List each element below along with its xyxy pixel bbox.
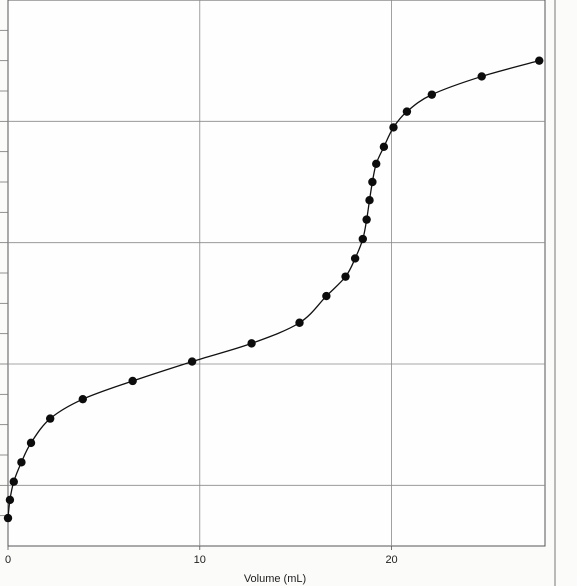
x-tick-labels: 0 10 20 bbox=[5, 554, 398, 566]
data-point-16 bbox=[365, 196, 374, 205]
data-point-14 bbox=[358, 234, 368, 244]
data-point-4 bbox=[26, 438, 36, 448]
data-point-22 bbox=[427, 90, 437, 99]
data-point-7 bbox=[128, 376, 137, 386]
data-point-0 bbox=[3, 513, 13, 523]
x-tick-label-2: 20 bbox=[385, 554, 397, 566]
x-tick-label-0: 0 bbox=[5, 554, 11, 566]
data-points bbox=[3, 56, 544, 523]
data-point-11 bbox=[322, 291, 331, 301]
data-point-10 bbox=[295, 318, 304, 327]
y-axis-ticks bbox=[0, 29, 392, 550]
data-point-15 bbox=[362, 215, 371, 224]
data-point-6 bbox=[78, 394, 87, 404]
data-point-17 bbox=[368, 177, 377, 187]
data-point-20 bbox=[389, 123, 398, 132]
data-point-21 bbox=[402, 107, 412, 116]
x-tick-label-1: 10 bbox=[194, 554, 206, 566]
data-point-19 bbox=[379, 142, 389, 152]
data-point-9 bbox=[247, 339, 256, 348]
data-point-13 bbox=[350, 254, 360, 263]
plot-area bbox=[7, 0, 546, 547]
data-point-18 bbox=[372, 159, 381, 168]
data-point-5 bbox=[45, 414, 55, 423]
data-point-23 bbox=[477, 72, 486, 81]
gridlines bbox=[8, 0, 545, 546]
data-point-8 bbox=[187, 357, 197, 366]
x-axis-title: Volume (mL) bbox=[244, 573, 306, 585]
data-point-3 bbox=[17, 458, 26, 467]
data-point-12 bbox=[341, 272, 350, 281]
data-point-2 bbox=[9, 477, 18, 486]
data-point-24 bbox=[535, 56, 544, 65]
data-point-1 bbox=[5, 495, 15, 505]
